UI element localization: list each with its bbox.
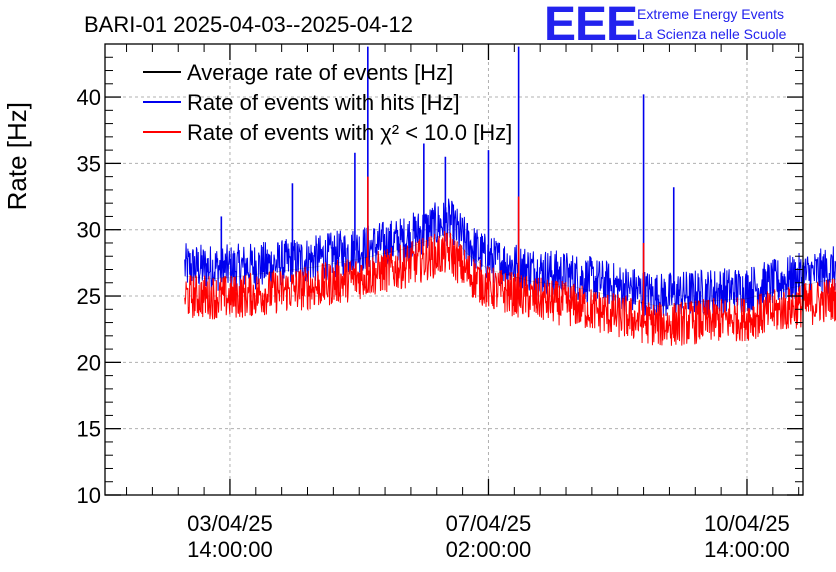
legend-label: Rate of events with χ² < 10.0 [Hz] (187, 120, 512, 145)
y-tick-label: 25 (77, 284, 101, 309)
y-tick-label: 30 (77, 218, 101, 243)
y-tick-label: 35 (77, 151, 101, 176)
legend-label: Average rate of events [Hz] (187, 60, 453, 85)
x-tick-time-label: 14:00:00 (704, 537, 790, 562)
y-tick-label: 20 (77, 350, 101, 375)
chi2-rate-series (184, 230, 836, 346)
legend-label: Rate of events with hits [Hz] (187, 90, 460, 115)
x-tick-date-label: 07/04/25 (446, 511, 532, 536)
eee-logo-mark: EEE (544, 0, 637, 51)
average-rate-series (184, 232, 836, 307)
eee-logo-line2: La Scienza nelle Scuole (637, 26, 787, 42)
y-tick-label: 15 (77, 417, 101, 442)
y-tick-label: 40 (77, 85, 101, 110)
y-axis-title: Rate [Hz] (2, 102, 32, 210)
x-tick-date-label: 03/04/25 (187, 511, 273, 536)
eee-logo: EEE Extreme Energy Events La Scienza nel… (544, 0, 787, 51)
y-tick-label: 10 (77, 483, 101, 508)
x-tick-time-label: 02:00:00 (446, 537, 532, 562)
eee-logo-line1: Extreme Energy Events (637, 6, 784, 22)
legend: Average rate of events [Hz] Rate of event… (143, 60, 512, 145)
axes: 1015202530354003/04/2514:00:0007/04/2502… (77, 43, 803, 562)
chart-title: BARI-01 2025-04-03--2025-04-12 (84, 12, 413, 37)
x-tick-date-label: 10/04/25 (704, 511, 790, 536)
hits-rate-series (184, 198, 836, 320)
data-series (184, 46, 836, 346)
x-tick-time-label: 14:00:00 (187, 537, 273, 562)
